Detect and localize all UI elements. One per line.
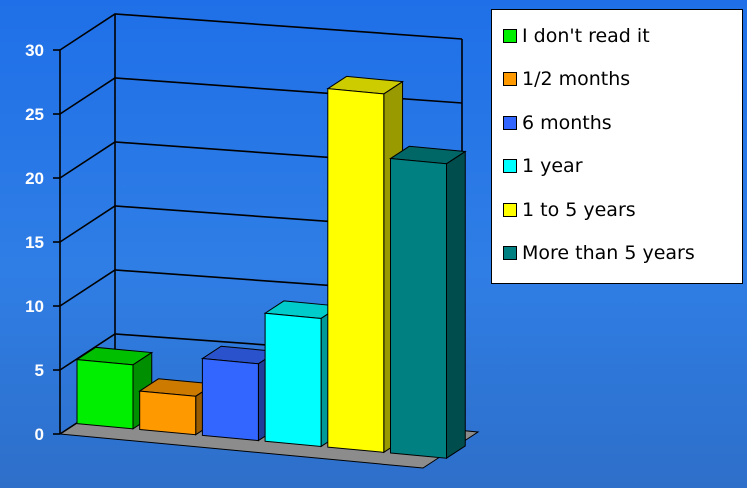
legend-item: I don't read it <box>503 14 742 58</box>
legend-item: 6 months <box>503 101 742 145</box>
legend-swatch <box>503 202 517 217</box>
legend-label: More than 5 years <box>522 242 695 265</box>
bar-side-6 <box>446 150 466 460</box>
y-tick-label-0: 0 <box>35 425 44 444</box>
y-tick-label-25: 25 <box>25 105 44 124</box>
legend-item: 1 to 5 years <box>503 188 742 232</box>
legend-item: 1 year <box>503 145 742 189</box>
legend-swatch <box>503 28 517 43</box>
legend-item: More than 5 years <box>503 232 742 276</box>
y-tick-label-20: 20 <box>25 169 44 188</box>
y-tick-label-15: 15 <box>25 233 44 252</box>
y-tick-label-10: 10 <box>25 297 44 316</box>
legend-swatch <box>503 115 517 130</box>
y-tick-label-5: 5 <box>35 361 44 380</box>
legend-label: 1 year <box>522 155 583 178</box>
bar-front-5 <box>327 88 385 453</box>
bar-front-1 <box>76 359 134 430</box>
gridline-30 <box>59 13 463 51</box>
legend-label: 1 to 5 years <box>522 198 636 221</box>
bar-front-2 <box>139 390 197 436</box>
bar-6 <box>389 145 467 460</box>
legend-label: 6 months <box>522 111 612 134</box>
y-tick-label-30: 30 <box>25 41 44 60</box>
bar-front-3 <box>201 357 259 442</box>
bar-front-4 <box>264 312 322 448</box>
y-axis-ticks: 0 5 10 15 20 25 30 <box>25 41 60 444</box>
legend: I don't read it 1/2 months 6 months 1 year 1… <box>491 9 743 284</box>
legend-swatch <box>503 72 517 87</box>
legend-label: 1/2 months <box>522 68 631 91</box>
bars <box>75 75 467 460</box>
legend-item: 1/2 months <box>503 58 742 102</box>
legend-swatch <box>503 246 517 261</box>
bar-front-6 <box>390 158 447 459</box>
legend-label: I don't read it <box>522 24 650 47</box>
legend-swatch <box>503 159 517 174</box>
